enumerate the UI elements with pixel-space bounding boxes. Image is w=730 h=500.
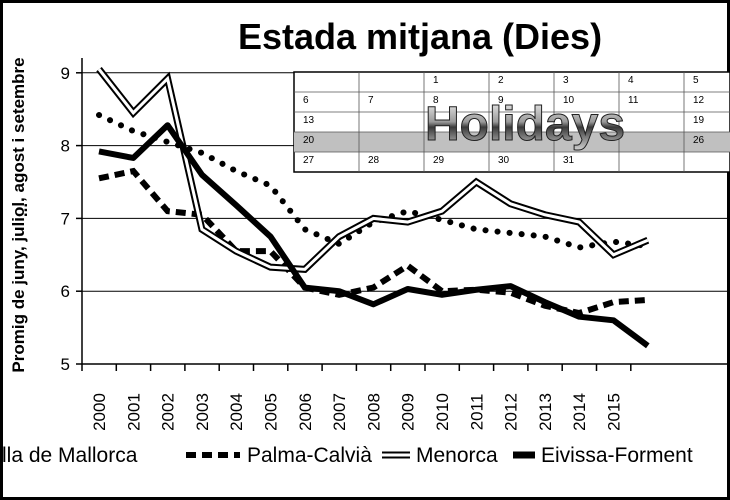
x-tick-label: 2007 xyxy=(330,393,349,431)
calendar-day: 11 xyxy=(628,95,639,106)
series-eivissa-formentera xyxy=(98,122,650,349)
calendar-day: 12 xyxy=(693,95,705,106)
calendar-day: 9 xyxy=(498,95,504,106)
x-tick-label: 2002 xyxy=(159,393,178,431)
holidays-watermark: Holidays xyxy=(425,98,625,151)
x-tick-label: 2008 xyxy=(364,393,383,431)
series-illa-de-mallorca xyxy=(96,112,651,251)
x-tick-label: 2014 xyxy=(570,393,589,431)
y-tick-labels: 5 6 7 8 9 xyxy=(61,64,70,374)
axes xyxy=(76,58,730,371)
series-menorca-inner xyxy=(97,68,649,271)
y-axis-label: ... Promig de juny, juliol, agost i sete… xyxy=(9,57,31,372)
x-tick-label: 2004 xyxy=(227,393,246,431)
x-tick-label: 2015 xyxy=(605,393,624,431)
calendar-day: 30 xyxy=(498,155,510,166)
calendar-day: 8 xyxy=(433,95,439,106)
series-palma-calvia xyxy=(98,167,648,317)
legend-label-eivissa-formentera: Eivissa-Forment xyxy=(541,444,693,467)
x-tick-label: 2009 xyxy=(399,393,418,431)
calendar-day: 4 xyxy=(628,75,634,86)
x-tick-label: 2006 xyxy=(296,393,315,431)
y-tick-label: 5 xyxy=(61,355,70,374)
y-axis-label-line1: ... xyxy=(12,203,31,217)
calendar-day: 19 xyxy=(693,115,705,126)
y-tick-label: 7 xyxy=(61,209,70,228)
calendar-day: 10 xyxy=(563,95,575,106)
x-tick-label: 2012 xyxy=(502,393,521,431)
series-group xyxy=(96,66,651,349)
chart-title: Estada mitjana (Dies) xyxy=(238,16,602,57)
calendar-day: 2 xyxy=(498,75,504,86)
calendar-day: 31 xyxy=(563,155,575,166)
calendar-day: 1 xyxy=(433,75,439,86)
y-axis-label-line2: Promig de juny, juliol, agost i setembre xyxy=(9,57,28,372)
y-tick-label: 9 xyxy=(61,64,70,83)
x-tick-label: 2011 xyxy=(467,394,486,431)
x-tick-label: 2013 xyxy=(536,393,555,431)
legend-label-illa-de-mallorca: lla de Mallorca xyxy=(2,444,138,467)
x-tick-label: 2001 xyxy=(124,393,143,431)
calendar-day: 13 xyxy=(303,115,315,126)
x-tick-label: 2003 xyxy=(193,393,212,431)
calendar-day: 29 xyxy=(433,155,445,166)
legend-label-palma-calvia: Palma-Calvià xyxy=(247,444,372,467)
calendar-day: 5 xyxy=(693,75,699,86)
calendar-day: 20 xyxy=(303,135,315,146)
x-tick-label: 2010 xyxy=(433,393,452,431)
y-tick-label: 8 xyxy=(61,137,70,156)
x-tick-labels: 2000 2001 2002 2003 2004 2005 2006 2007 2008 2009… xyxy=(90,393,624,431)
calendar-day: 26 xyxy=(693,135,705,146)
calendar-box xyxy=(293,71,730,173)
calendar-day: 6 xyxy=(303,95,309,106)
calendar-day: 3 xyxy=(563,75,569,86)
x-tick-label: 2000 xyxy=(90,393,109,431)
legend-label-menorca: Menorca xyxy=(416,444,498,467)
legend: lla de Mallorca Palma-Calvià Menorca Eiviss… xyxy=(2,444,693,467)
calendar-day: 7 xyxy=(368,95,374,106)
y-tick-label: 6 xyxy=(61,282,70,301)
calendar-highlight-row xyxy=(294,132,730,152)
calendar-day: 28 xyxy=(368,155,380,166)
x-tick-label: 2005 xyxy=(262,393,281,431)
calendar-day: 27 xyxy=(303,155,315,166)
